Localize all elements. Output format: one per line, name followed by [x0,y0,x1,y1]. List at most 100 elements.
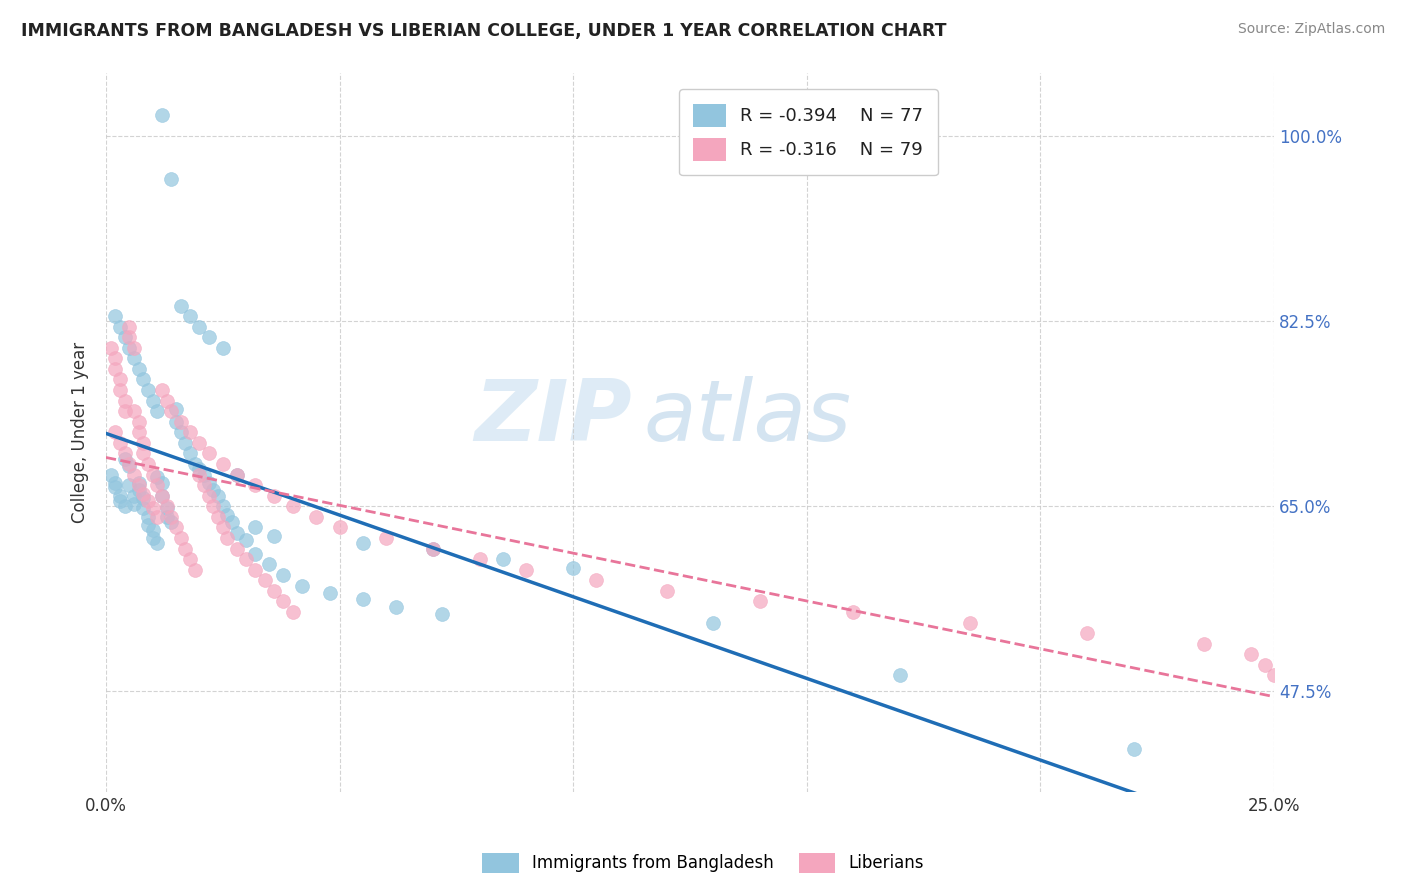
Point [174,436,197,450]
Point [263,489,285,503]
Point [128,478,150,492]
Point [169,298,191,312]
Point [217,508,239,522]
Point [104,480,127,494]
Point [1272,679,1295,693]
Point [118,478,141,492]
Point [122,497,145,511]
Point [146,404,169,418]
Point [273,568,295,582]
Point [150,383,173,397]
Point [114,446,136,460]
Point [291,578,314,592]
Point [281,605,304,619]
Text: atlas: atlas [643,376,851,459]
Point [108,489,131,503]
Point [245,547,267,561]
Point [193,478,215,492]
Point [188,467,211,482]
Point [197,476,219,491]
Point [202,500,225,514]
Point [122,489,145,503]
Point [128,415,150,429]
Point [842,605,865,619]
Point [263,583,285,598]
Point [169,531,191,545]
Point [108,319,131,334]
Point [169,415,191,429]
Point [197,489,219,503]
Point [328,520,350,534]
Point [156,393,179,408]
Point [150,489,173,503]
Point [136,457,159,471]
Point [160,509,183,524]
Point [118,341,141,355]
Legend: R = -0.394    N = 77, R = -0.316    N = 79: R = -0.394 N = 77, R = -0.316 N = 79 [679,89,938,176]
Point [104,309,127,323]
Text: ZIP: ZIP [474,376,631,459]
Point [225,541,247,556]
Point [305,509,328,524]
Point [211,341,233,355]
Point [128,483,150,498]
Point [136,383,159,397]
Point [197,446,219,460]
Point [702,615,724,630]
Point [352,592,374,607]
Point [1253,657,1275,672]
Point [122,351,145,366]
Point [142,523,165,537]
Point [165,415,187,429]
Point [183,563,205,577]
Point [235,533,257,548]
Point [132,436,155,450]
Point [179,446,201,460]
Point [211,520,233,534]
Point [122,404,145,418]
Point [179,425,201,440]
Point [225,467,247,482]
Point [136,509,159,524]
Point [150,476,173,491]
Point [245,478,267,492]
Point [128,425,150,440]
Point [108,436,131,450]
Point [207,509,229,524]
Point [319,586,342,600]
Point [384,599,406,614]
Y-axis label: College, Under 1 year: College, Under 1 year [72,342,89,523]
Point [160,171,183,186]
Point [225,467,247,482]
Point [179,309,201,323]
Point [156,501,179,516]
Point [142,467,165,482]
Point [174,541,197,556]
Point [142,393,165,408]
Point [104,362,127,376]
Point [235,552,257,566]
Point [104,351,127,366]
Point [142,531,165,545]
Point [562,560,585,574]
Point [114,330,136,344]
Point [132,491,155,505]
Point [1192,637,1215,651]
Point [108,372,131,386]
Point [211,457,233,471]
Point [188,462,211,476]
Point [150,108,173,122]
Point [585,574,607,588]
Point [108,383,131,397]
Point [132,446,155,460]
Point [100,467,122,482]
Point [183,457,205,471]
Point [352,536,374,550]
Point [197,330,219,344]
Point [1263,668,1285,682]
Point [202,483,225,498]
Point [160,515,183,529]
Point [193,467,215,482]
Point [515,563,537,577]
Point [375,531,398,545]
